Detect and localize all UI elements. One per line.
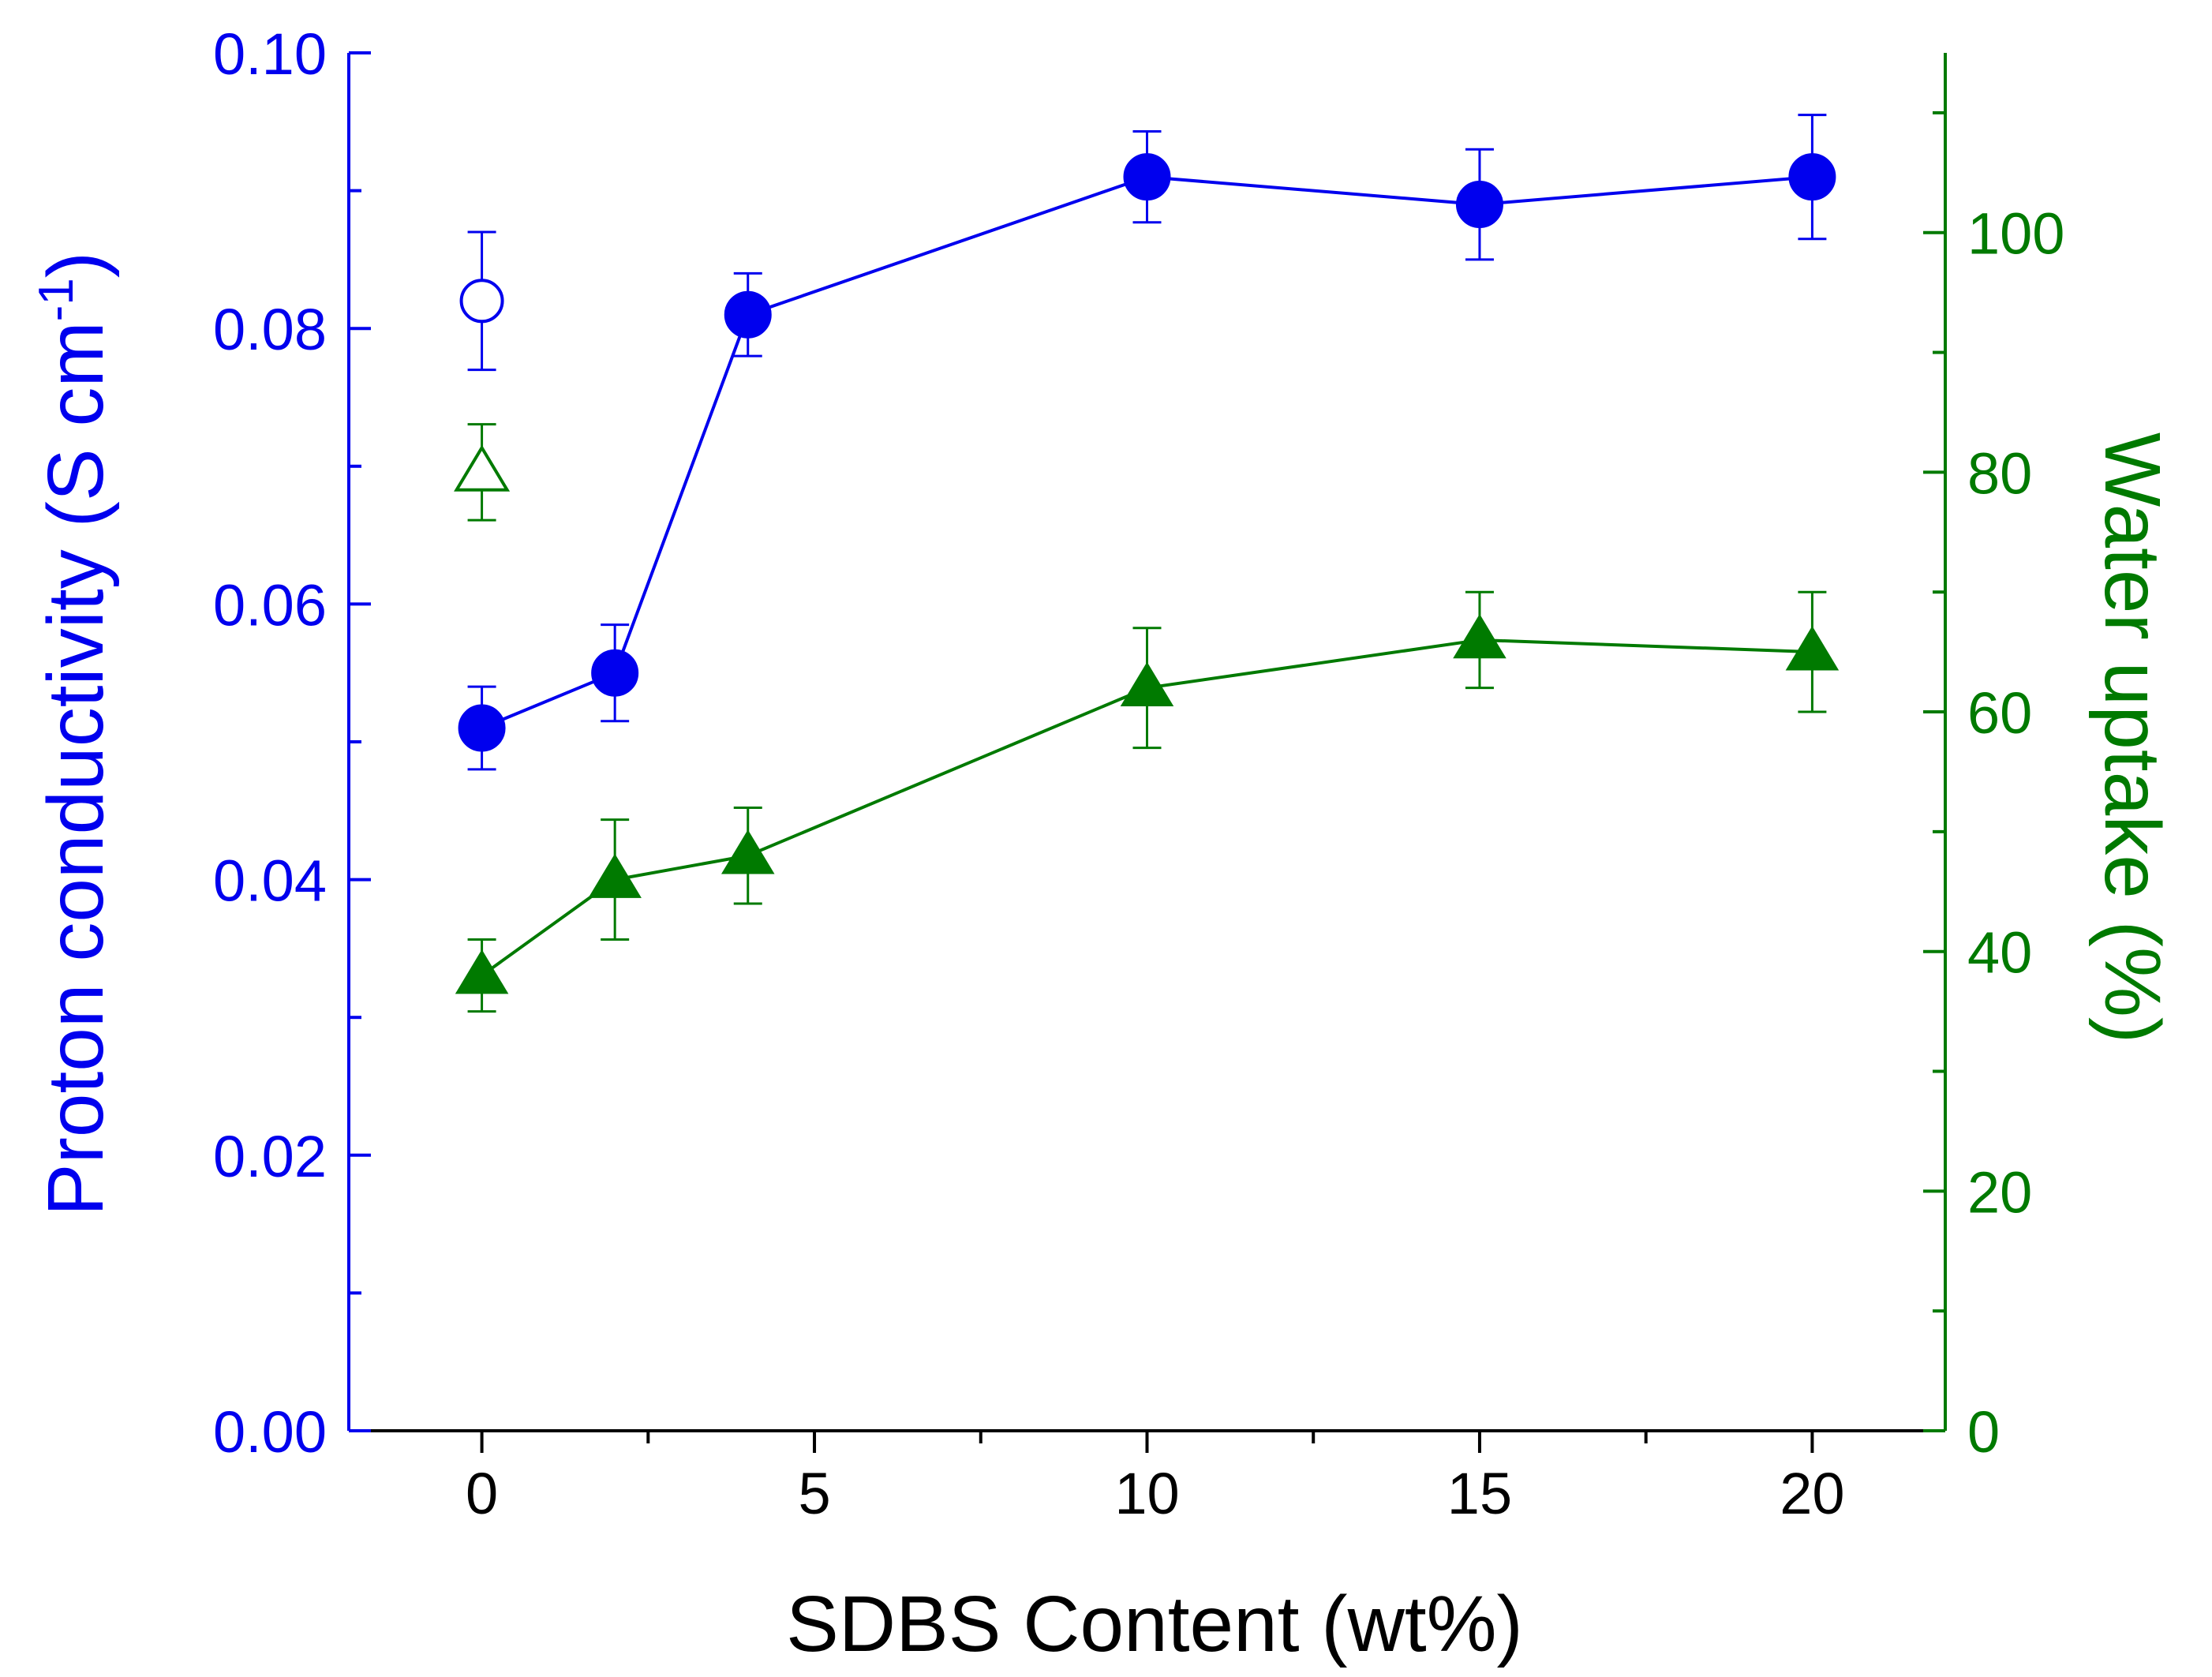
x-tick-label: 0 [466,1461,498,1526]
conductivity-point [591,649,639,697]
conductivity-point [1123,153,1171,201]
water-uptake-point [1453,614,1506,659]
y-axis-title-superscript: -1 [29,278,84,321]
water-uptake-point [454,444,511,492]
y-tick-label: 0.02 [213,1124,327,1189]
water-uptake-point [455,949,509,994]
y-tick-label: 0.10 [213,21,327,87]
y-tick-label: 0.08 [213,297,327,362]
y2-axis-title: Water uptake (%) [2088,432,2176,1043]
y2-tick-label: 20 [1967,1159,2032,1225]
series-water-uptake-reference [454,423,511,522]
y-tick-label: 0.04 [213,848,327,914]
y2-tick-label: 100 [1967,201,2064,267]
conductivity-line [481,175,1813,730]
water-uptake-point [1120,661,1174,706]
y-axis-title-main: Proton conductivity (S cm [32,321,120,1216]
x-tick-label: 5 [798,1461,830,1526]
y2-tick-label: 80 [1967,440,2032,506]
water-uptake-point [1785,626,1840,671]
conductivity-point [459,279,504,324]
x-tick-label: 15 [1447,1461,1512,1526]
x-axis-title: SDBS Content (wt%) [786,1580,1523,1668]
conductivity-point [458,704,506,752]
conductivity-point [1455,181,1503,229]
y-tick-label: 0.00 [213,1399,327,1465]
y2-tick-label: 40 [1967,920,2032,986]
y-tick-label: 0.06 [213,572,327,638]
x-tick-label: 10 [1114,1461,1179,1526]
water-uptake-point [588,853,642,898]
x-tick-label: 20 [1780,1461,1844,1526]
series-layer [454,114,1840,1013]
series-water-uptake [455,590,1840,1013]
y2-tick-label: 60 [1967,680,2032,746]
plot-frame: 0 5 10 15 20 0.00 0.02 0.04 0.06 0.08 0.10 0 20 40 60 8… [213,21,2065,1526]
y-axis-title: Proton conductivity (S cm-1) [29,252,120,1216]
y-axis-title-close: ) [32,252,120,278]
water-uptake-point [720,829,775,874]
series-conductivity-reference [459,230,504,372]
series-conductivity [458,114,1836,771]
conductivity-point [1788,153,1836,201]
conductivity-point [724,290,772,339]
y2-tick-label: 0 [1967,1399,2000,1465]
